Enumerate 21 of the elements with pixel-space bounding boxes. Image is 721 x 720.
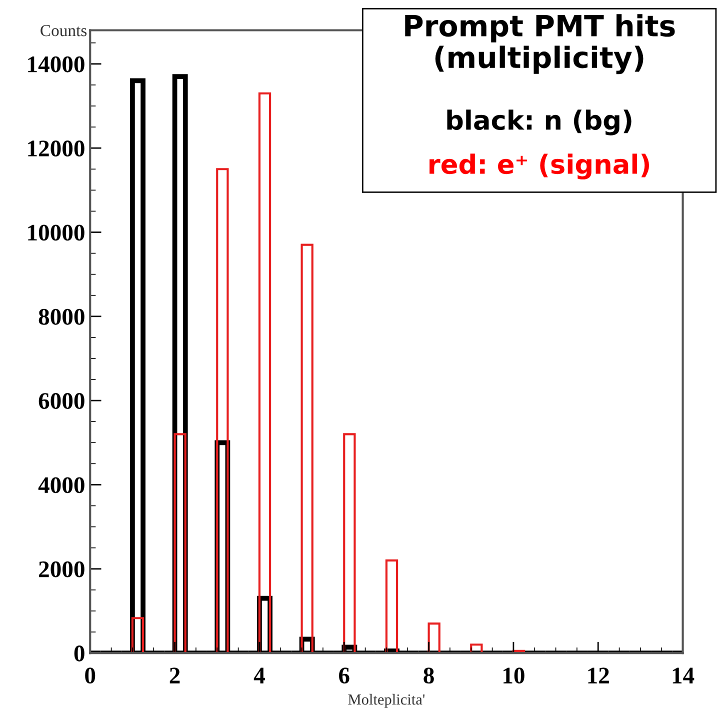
y-tick-label: 14000 [28, 56, 84, 72]
y-tick-label: 8000 [38, 308, 84, 325]
y-tick-label: 2000 [39, 561, 84, 578]
y-tick-label: 12000 [28, 140, 84, 156]
x-tick-label: 0 [85, 668, 96, 684]
x-tick-label: 8 [424, 668, 434, 684]
y-tick-label: 6000 [38, 393, 84, 409]
y-tick-label: 0 [74, 646, 84, 662]
x-axis-title: Molteplicita' [348, 694, 425, 708]
x-tick-label: 10 [504, 668, 524, 684]
text: red: e⁺ (signal) [430, 154, 650, 180]
text: black: n (bg) [447, 110, 632, 136]
x-tick-label: 6 [339, 668, 350, 684]
y-tick-label: 4000 [38, 477, 84, 494]
x-tick-label: 14 [672, 668, 694, 684]
x-tick-label: 2 [170, 668, 180, 684]
y-axis-title: Counts [40, 24, 87, 36]
x-tick-label: 12 [588, 668, 609, 684]
x-tick-label: 4 [254, 668, 265, 684]
chart-title: Prompt PMT hits (multiplicity) [405, 14, 675, 74]
y-tick-label: 10000 [28, 224, 84, 241]
